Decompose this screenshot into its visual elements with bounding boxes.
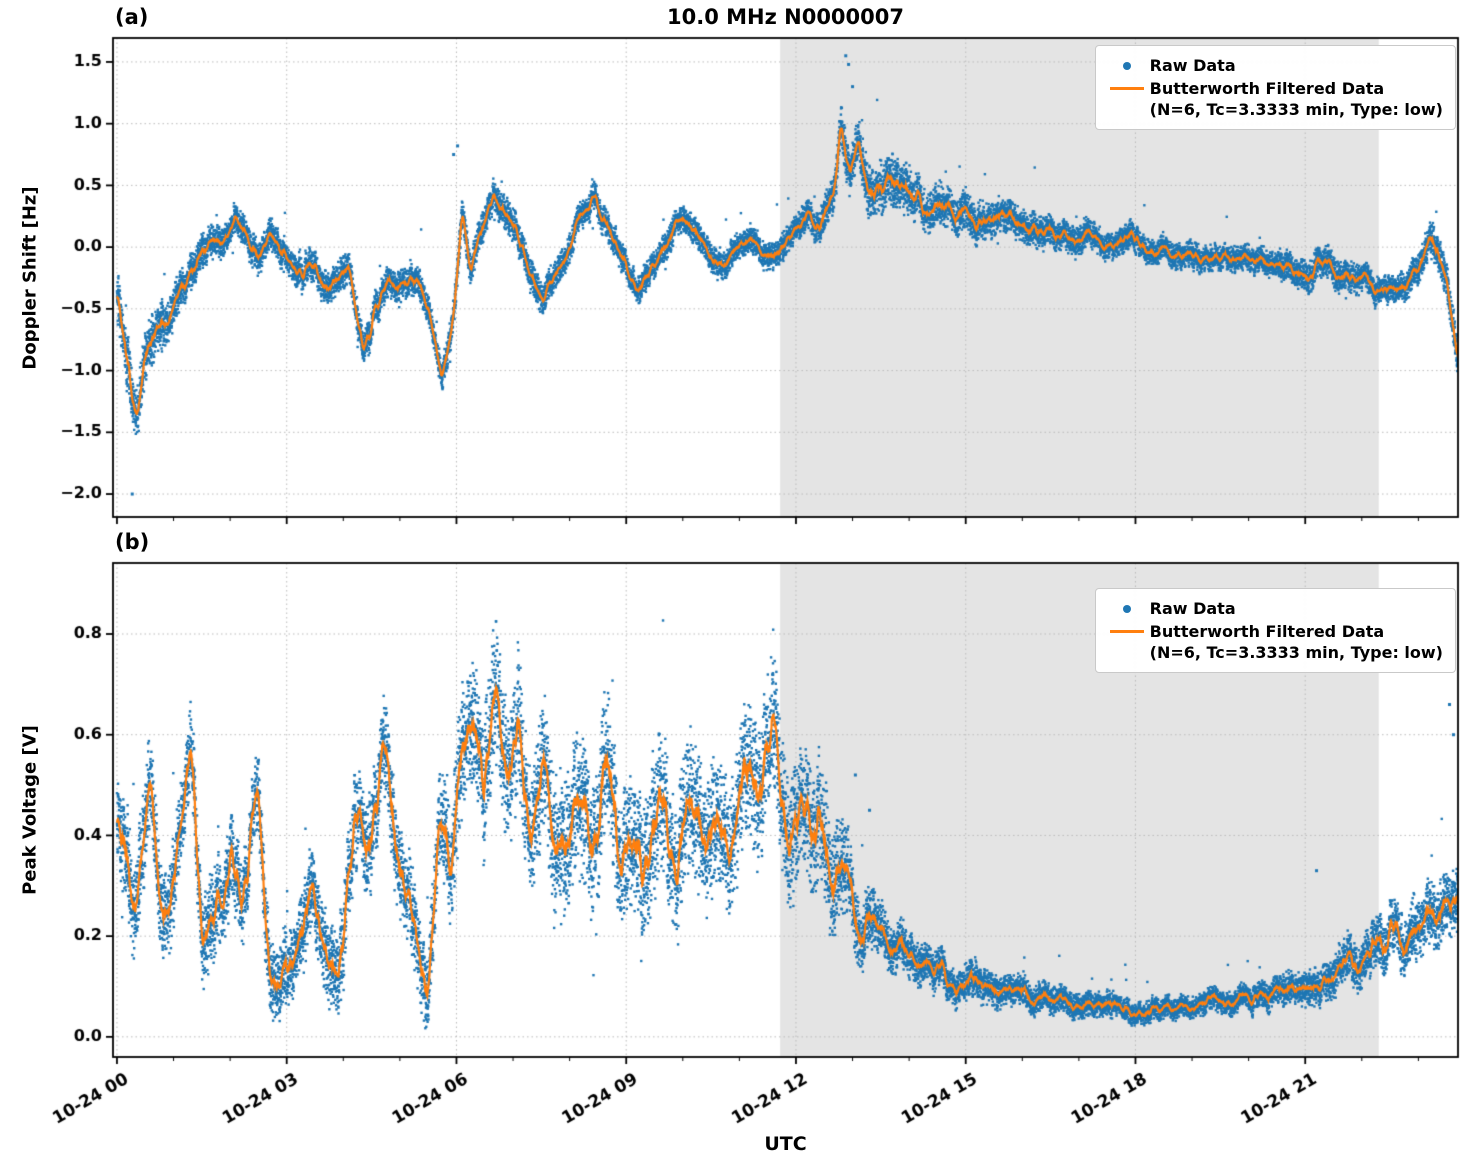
panel-b-y-axis-label: Peak Voltage [V] (19, 725, 41, 895)
legend-filtered-label: Butterworth Filtered Data (1149, 622, 1385, 641)
filtered-line-icon (1109, 630, 1144, 633)
legend-filtered-sublabel: (N=6, Tc=3.3333 min, Type: low) (1149, 100, 1443, 119)
legend-filtered-label: Butterworth Filtered Data (1149, 79, 1385, 98)
chart-title: 10.0 MHz N0000007 (667, 5, 904, 29)
legend-raw-label: Raw Data (1149, 56, 1236, 75)
legend-entry-raw: Raw Data (1104, 598, 1443, 619)
filtered-line-icon (1109, 87, 1144, 90)
x-axis-label: UTC (764, 1133, 807, 1155)
legend-panel-b: Raw Data Butterworth Filtered Data (N=6,… (1094, 588, 1456, 673)
legend-entry-filtered: Butterworth Filtered Data (N=6, Tc=3.333… (1104, 621, 1443, 663)
legend-panel-a: Raw Data Butterworth Filtered Data (N=6,… (1094, 45, 1456, 130)
panel-a-y-axis-label: Doppler Shift [Hz] (19, 186, 41, 370)
raw-data-dot-icon (1122, 604, 1131, 613)
legend-raw-label: Raw Data (1149, 599, 1236, 618)
raw-data-dot-icon (1122, 61, 1131, 70)
panel-a-label: (a) (115, 5, 149, 29)
legend-filtered-sublabel: (N=6, Tc=3.3333 min, Type: low) (1149, 643, 1443, 662)
legend-entry-raw: Raw Data (1104, 55, 1443, 76)
panel-b-label: (b) (115, 530, 150, 554)
legend-entry-filtered: Butterworth Filtered Data (N=6, Tc=3.333… (1104, 78, 1443, 120)
